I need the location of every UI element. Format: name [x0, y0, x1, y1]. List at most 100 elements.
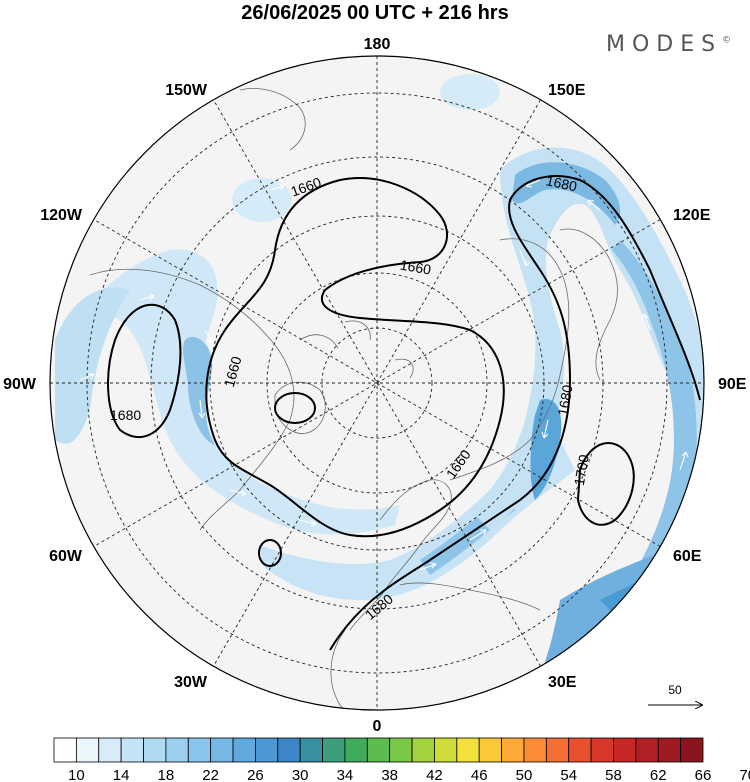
coast-alaska — [239, 88, 306, 151]
wind-vector — [198, 399, 206, 419]
colorbar-swatch — [613, 737, 637, 763]
longitude-label-150e: 150E — [548, 82, 586, 99]
colorbar-swatch — [478, 737, 502, 763]
colorbar-label: 42 — [426, 767, 443, 782]
colorbar-swatch — [143, 737, 167, 763]
height-contours — [107, 175, 701, 651]
colorbar-swatch — [255, 737, 279, 763]
coastlines — [89, 88, 618, 710]
longitude-label-180: 180 — [364, 36, 391, 53]
wind-patch-bering — [440, 74, 500, 110]
colorbar-label: 34 — [337, 767, 354, 782]
colorbar-label: 38 — [381, 767, 398, 782]
colorbar-label: 14 — [113, 767, 130, 782]
contour-label: 1660 — [221, 354, 245, 388]
colorbar-label: 26 — [247, 767, 264, 782]
colorbar-label: 46 — [471, 767, 488, 782]
wind-vector — [541, 419, 549, 439]
longitude-labels: 180 150E 120E 90E 60E 30E 0 30W 60W 90W … — [3, 36, 747, 735]
wind-band-north-america — [55, 249, 400, 535]
colorbar-swatch — [456, 737, 480, 763]
contour-label: 1680 — [554, 383, 575, 417]
contour-low-arctic — [274, 392, 316, 424]
colorbar-swatch — [680, 737, 704, 763]
colorbar-label: 66 — [695, 767, 712, 782]
longitude-label-90e: 90E — [718, 376, 747, 393]
colorbar-swatch — [322, 737, 346, 763]
colorbar-swatch — [657, 737, 682, 763]
colorbar-swatch — [635, 737, 659, 763]
contour-1700-east — [576, 442, 635, 526]
colorbar-swatch — [545, 737, 570, 763]
brand-logo: MODES© — [606, 32, 731, 57]
colorbar-label: 10 — [68, 767, 85, 782]
longitude-label-90w: 90W — [3, 376, 37, 393]
colorbar-swatch — [120, 737, 144, 763]
longitude-label-120w: 120W — [40, 207, 83, 224]
colorbar-swatch — [366, 737, 391, 763]
coast-greenland — [274, 381, 326, 434]
contour-1680-ring — [329, 175, 701, 651]
wind-vector — [229, 489, 247, 497]
colorbar-swatch — [344, 737, 368, 763]
colorbar-swatch — [210, 737, 234, 763]
brand-name: MODES — [606, 32, 723, 57]
longitude-label-30e: 30E — [548, 674, 577, 691]
contour-label: 1680 — [110, 407, 141, 423]
wind-vector — [139, 293, 155, 301]
colorbar-swatch — [98, 737, 122, 763]
wind-vector — [79, 373, 95, 381]
longitude-label-30w: 30W — [174, 674, 208, 691]
wind-vector — [519, 249, 531, 267]
colorbar-label: 50 — [516, 767, 533, 782]
colorbar-label: 58 — [605, 767, 622, 782]
colorbar-swatch — [53, 737, 77, 763]
contour-label: 1660 — [399, 257, 433, 278]
colorbar-swatch — [434, 737, 458, 763]
colorbar-swatch — [501, 737, 525, 763]
contour-1660-main — [205, 177, 505, 538]
coast-mediterranean — [399, 582, 541, 611]
colorbar-swatch — [590, 737, 614, 763]
colorbar-swatch — [277, 737, 301, 763]
colorbar-label: 30 — [292, 767, 309, 782]
wind-vector — [419, 562, 437, 571]
colorbar-swatch — [411, 737, 435, 763]
longitude-label-0: 0 — [373, 718, 382, 735]
colorbar: 10 14 18 22 26 30 34 38 42 46 50 54 58 62 66 70 — [53, 737, 750, 782]
map-border — [49, 55, 705, 711]
wind-vector — [204, 329, 214, 345]
colorbar-swatch — [568, 737, 592, 763]
colorbar-swatch — [523, 737, 547, 763]
wind-vector — [269, 183, 285, 191]
meridian-30e-150w — [213, 99, 541, 667]
wind-vector — [599, 645, 617, 661]
wind-band-west — [55, 287, 130, 444]
longitude-label-60w: 60W — [49, 548, 83, 565]
brand-mark: © — [722, 35, 732, 46]
coast-arctic-islands — [299, 320, 414, 379]
colorbar-label: 18 — [158, 767, 175, 782]
wind-core-north-america — [183, 336, 215, 445]
coast-east-asia — [559, 228, 618, 381]
wind-patch-alaska — [232, 178, 292, 222]
reference-vector-label: 50 — [668, 683, 682, 697]
meridian-150e-30w — [213, 99, 541, 667]
longitude-label-60e: 60E — [673, 548, 702, 565]
map-title: 26/06/2025 00 UTC + 216 hrs — [241, 2, 509, 24]
colorbar-swatch — [187, 737, 212, 763]
contour-label: 1680 — [545, 172, 579, 194]
wind-core-central-asia — [530, 399, 562, 500]
longitude-label-120e: 120E — [673, 207, 711, 224]
contour-1680-west — [107, 303, 182, 439]
colorbar-label: 62 — [650, 767, 667, 782]
wind-vector — [299, 519, 317, 527]
coast-asia — [449, 238, 570, 481]
colorbar-swatch — [299, 737, 323, 763]
reference-vector: 50 — [648, 683, 702, 705]
contour-label: 1700 — [571, 453, 592, 487]
wind-vector — [587, 199, 601, 211]
graticule — [50, 56, 704, 710]
wind-vector — [469, 529, 487, 541]
